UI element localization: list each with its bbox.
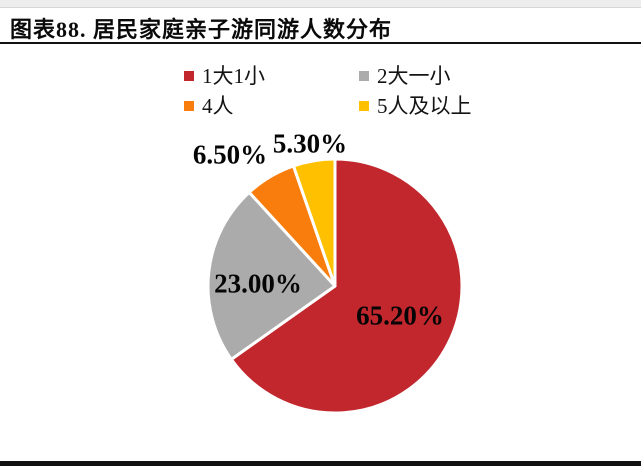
- legend-label: 2大一小: [377, 64, 451, 88]
- slice-label-5-30: 5.30%: [272, 128, 348, 159]
- figure-title: 图表88. 居民家庭亲子游同游人数分布: [10, 17, 393, 42]
- pie-slice-1大1小: [229, 157, 464, 415]
- legend-label: 5人及以上: [377, 94, 472, 118]
- top-divider: [0, 0, 641, 8]
- slice-label-23-00: 23.00%: [214, 268, 302, 299]
- legend-swatch-orange: [184, 101, 194, 111]
- bottom-divider: [0, 461, 641, 466]
- slice-label-65-20: 65.20%: [356, 300, 444, 331]
- title-rule: [0, 42, 641, 44]
- slice-label-6-50: 6.50%: [192, 139, 268, 170]
- legend-label: 1大1小: [202, 64, 265, 88]
- legend-swatch-gray: [359, 71, 369, 81]
- legend-item: 2大一小: [359, 64, 451, 88]
- legend-item: 5人及以上: [359, 94, 472, 118]
- pie-slice-5人及以上: [291, 157, 337, 288]
- legend-swatch-yellow: [359, 101, 369, 111]
- legend-item: 1大1小: [184, 64, 265, 88]
- legend-label: 4人: [202, 94, 234, 118]
- legend-item: 4人: [184, 94, 234, 118]
- legend-swatch-red: [184, 71, 194, 81]
- pie-slice-2大一小: [206, 190, 337, 361]
